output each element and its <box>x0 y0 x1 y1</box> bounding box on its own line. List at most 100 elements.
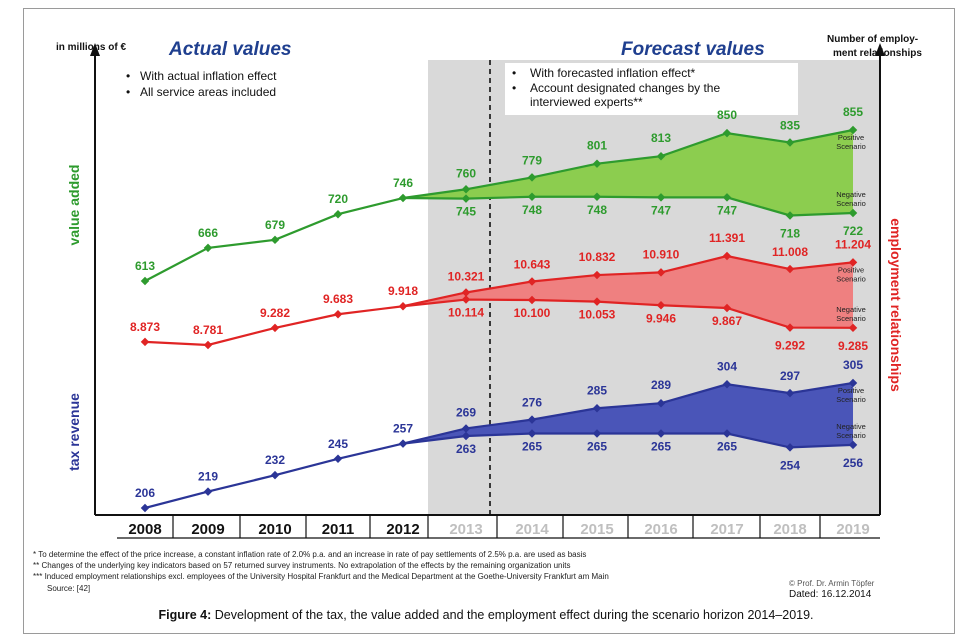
copyright-credit: © Prof. Dr. Armin Töpfer <box>789 579 875 588</box>
employment-relationships-negative-label: 9.292 <box>775 339 805 353</box>
employment-relationships-negative-label: 9.867 <box>712 314 742 328</box>
employment-relationships-positive-label: 10.643 <box>514 258 551 272</box>
tax-revenue-positive-scenario-tag: Positive <box>838 386 864 395</box>
actual-note-bullet: • <box>126 85 130 99</box>
value-added-axis-label: value added <box>66 165 82 246</box>
caption-text: Development of the tax, the value added … <box>211 608 814 622</box>
value-added-actual-label: 720 <box>328 192 348 206</box>
value-added-actual-label: 613 <box>135 259 155 273</box>
value-added-negative-point <box>461 194 471 203</box>
tax-revenue-actual-point <box>398 439 408 448</box>
employment-relationships-actual-point <box>333 309 343 319</box>
actual-note-2: All service areas included <box>140 85 276 99</box>
employment-relationships-negative-line <box>402 298 854 329</box>
employment-relationships-actual-label: 8.873 <box>130 320 160 334</box>
tax-revenue-actual-label: 245 <box>328 437 348 451</box>
value-added-negative-label: 747 <box>717 203 737 217</box>
year-label-2017: 2017 <box>710 521 743 538</box>
employment-relationships-positive-line <box>402 254 854 308</box>
value-added-positive-label: 760 <box>456 166 476 180</box>
value-added-actual-label: 666 <box>198 226 218 240</box>
employment-relationships-positive-label: 11.204 <box>835 237 871 251</box>
employment-relationships-scenario-band <box>403 256 853 328</box>
year-label-2011: 2011 <box>322 521 355 538</box>
value-added-actual-point <box>398 193 408 203</box>
actual-note-1: With actual inflation effect <box>140 69 277 83</box>
tax-revenue-positive-line <box>402 381 854 445</box>
year-label-2015: 2015 <box>580 521 613 538</box>
year-axis: 2008 2009 2010 2011 2012 2013 2014 2015 2016 2017… <box>117 515 880 539</box>
value-added-positive-point <box>461 185 471 194</box>
value-added-positive-label: 801 <box>587 139 607 153</box>
employment-relationships-actual-point <box>270 323 280 333</box>
tax-revenue-positive-label: 269 <box>456 405 476 419</box>
tax-revenue-negative-label: 265 <box>651 440 671 454</box>
value-added-actual-label: 746 <box>393 176 413 190</box>
year-label-2008: 2008 <box>128 521 161 538</box>
value-added-actual-point <box>203 243 213 253</box>
tax-revenue-positive-label: 304 <box>717 359 737 373</box>
employment-relationships-positive-point <box>848 258 858 267</box>
figure-frame <box>23 8 955 634</box>
employment-relationships-negative-point <box>785 323 795 332</box>
forecast-note-1: With forecasted inflation effect* <box>530 66 696 80</box>
value-added-positive-label: 779 <box>522 153 542 167</box>
tax-revenue-actual-label: 219 <box>198 470 218 484</box>
employment-relationships-positive-label: 10.910 <box>643 247 680 261</box>
tax-revenue-negative-label: 265 <box>587 440 607 454</box>
tax-revenue-positive-label: 305 <box>843 358 863 372</box>
footnote-3: *** Induced employment relationships exc… <box>33 572 609 581</box>
forecast-values-title: Forecast values <box>621 39 765 60</box>
footnote-1: * To determine the effect of the price i… <box>33 550 587 559</box>
tax-revenue-positive-point <box>461 424 471 433</box>
employment-relationships-negative-scenario-tag: Scenario <box>836 314 866 323</box>
tax-revenue-positive-label: 285 <box>587 383 607 397</box>
tax-revenue-positive-label: 289 <box>651 378 671 392</box>
tax-revenue-actual-point <box>270 470 280 480</box>
forecast-note-bullet: • <box>512 66 516 80</box>
year-label-2013: 2013 <box>449 521 482 538</box>
footnote-source: Source: [42] <box>47 584 91 593</box>
value-added-positive-label: 835 <box>780 118 800 132</box>
forecast-notes-box: • With forecasted inflation effect* • Ac… <box>505 63 798 115</box>
employment-relationships-positive-label: 11.391 <box>709 231 745 245</box>
tax-revenue-positive-point <box>848 378 858 388</box>
value-added-actual-point <box>333 209 343 219</box>
employment-relationships-positive-label: 10.832 <box>579 250 616 264</box>
employment-relationships-negative-label: 10.053 <box>579 308 616 322</box>
employment-relationships-actual-label: 8.781 <box>193 323 223 337</box>
forecast-note-2a: Account designated changes by the <box>530 81 720 95</box>
value-added-positive-label: 813 <box>651 131 671 145</box>
tax-revenue-actual-label: 232 <box>265 453 285 467</box>
employment-relationships-actual-label: 9.683 <box>323 292 353 306</box>
employment-relationships-negative-point <box>848 323 858 333</box>
figure-caption: Figure 4: Development of the tax, the va… <box>0 608 972 622</box>
employment-relationships-positive-point <box>527 277 537 286</box>
value-added-positive-scenario-tag: Scenario <box>836 142 866 151</box>
employment-relationships-positive-scenario-tag: Positive <box>838 265 864 274</box>
tax-revenue-positive-point <box>527 415 537 424</box>
tax-revenue-actual-label: 206 <box>135 486 155 500</box>
employment-relationships-positive-point <box>656 268 666 277</box>
year-label-2014: 2014 <box>515 521 549 538</box>
year-label-2016: 2016 <box>644 521 677 538</box>
employment-relationships-positive-scenario-tag: Scenario <box>836 274 866 283</box>
employment-relationships-actual-point <box>203 340 213 350</box>
employment-relationships-negative-scenario-tag: Negative <box>836 305 866 314</box>
employment-relationships-negative-point <box>527 295 537 305</box>
value-added-negative-label: 748 <box>522 203 542 217</box>
tax-revenue-negative-scenario-tag: Negative <box>836 422 866 431</box>
tax-revenue-negative-point <box>656 429 666 438</box>
scenario-chart: in millions of € Actual values Forecast … <box>56 34 922 539</box>
year-label-2009: 2009 <box>191 521 224 538</box>
caption-label: Figure 4: <box>158 608 212 622</box>
tax-revenue-positive-point <box>785 388 795 398</box>
tax-revenue-negative-label: 256 <box>843 456 863 470</box>
left-axis-label: in millions of € <box>56 42 126 53</box>
footnote-2: ** Changes of the underlying key indicat… <box>33 561 571 570</box>
value-added-negative-scenario-tag: Negative <box>836 190 866 199</box>
tax-revenue-negative-point <box>592 429 602 438</box>
employment-relationships-positive-point <box>592 270 602 280</box>
employment-relationships-negative-point <box>656 301 666 310</box>
left-axis-arrow <box>90 43 100 56</box>
